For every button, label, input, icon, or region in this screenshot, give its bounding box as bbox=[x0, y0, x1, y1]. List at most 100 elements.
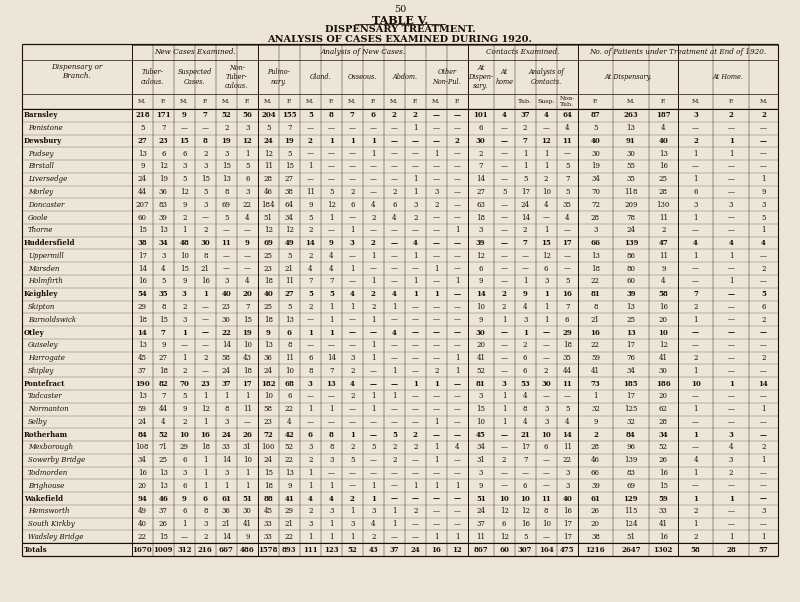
Text: 1: 1 bbox=[182, 226, 186, 234]
Text: 4: 4 bbox=[161, 418, 166, 426]
Text: —: — bbox=[223, 265, 230, 273]
Text: 1: 1 bbox=[544, 150, 549, 158]
Text: 2: 2 bbox=[350, 367, 354, 375]
Text: 27: 27 bbox=[138, 137, 147, 145]
Text: 2: 2 bbox=[434, 367, 438, 375]
Text: —: — bbox=[542, 469, 550, 477]
Text: —: — bbox=[349, 405, 356, 413]
Text: 2: 2 bbox=[203, 150, 207, 158]
Text: 10: 10 bbox=[243, 456, 252, 464]
Text: —: — bbox=[728, 354, 734, 362]
Text: —: — bbox=[454, 303, 461, 311]
Text: 1: 1 bbox=[523, 150, 527, 158]
Text: 2: 2 bbox=[502, 303, 506, 311]
Text: 1: 1 bbox=[413, 188, 418, 196]
Text: —: — bbox=[760, 341, 767, 349]
Text: 26: 26 bbox=[159, 520, 168, 528]
Text: 1: 1 bbox=[371, 393, 375, 400]
Text: 59: 59 bbox=[591, 354, 600, 362]
Text: Birstall: Birstall bbox=[28, 163, 54, 170]
Text: 16: 16 bbox=[138, 469, 147, 477]
Text: —: — bbox=[328, 393, 335, 400]
Text: 41: 41 bbox=[285, 494, 294, 503]
Text: Non-
Tuber-
culous.: Non- Tuber- culous. bbox=[225, 63, 249, 90]
Text: 15: 15 bbox=[138, 226, 147, 234]
Text: 2: 2 bbox=[203, 354, 207, 362]
Text: —: — bbox=[391, 533, 398, 541]
Text: —: — bbox=[454, 163, 461, 170]
Text: —: — bbox=[501, 341, 508, 349]
Text: —: — bbox=[728, 265, 734, 273]
Text: —: — bbox=[542, 456, 550, 464]
Text: —: — bbox=[412, 533, 419, 541]
Text: 1: 1 bbox=[762, 226, 766, 234]
Text: —: — bbox=[412, 265, 419, 273]
Text: 185: 185 bbox=[624, 380, 638, 388]
Text: 9: 9 bbox=[182, 494, 186, 503]
Text: 5: 5 bbox=[245, 163, 250, 170]
Text: South Kirkby: South Kirkby bbox=[28, 520, 74, 528]
Text: 4: 4 bbox=[544, 111, 549, 119]
Text: —: — bbox=[501, 367, 508, 375]
Text: 1: 1 bbox=[693, 494, 698, 503]
Text: 5: 5 bbox=[371, 444, 375, 452]
Text: F.: F. bbox=[593, 99, 598, 104]
Text: 3: 3 bbox=[308, 444, 313, 452]
Text: Other
Non-Pul.: Other Non-Pul. bbox=[433, 68, 462, 85]
Text: M.: M. bbox=[432, 99, 441, 104]
Text: 12: 12 bbox=[476, 252, 486, 260]
Text: 13: 13 bbox=[626, 303, 635, 311]
Text: 28: 28 bbox=[659, 418, 668, 426]
Text: —: — bbox=[728, 303, 734, 311]
Text: —: — bbox=[370, 430, 377, 439]
Text: 15: 15 bbox=[476, 405, 486, 413]
Text: 23: 23 bbox=[264, 265, 273, 273]
Text: 164: 164 bbox=[539, 545, 554, 554]
Text: —: — bbox=[370, 163, 377, 170]
Text: 12: 12 bbox=[159, 163, 168, 170]
Text: 10: 10 bbox=[542, 188, 550, 196]
Text: 155: 155 bbox=[282, 111, 297, 119]
Text: —: — bbox=[760, 278, 767, 285]
Text: 2: 2 bbox=[523, 226, 527, 234]
Text: 12: 12 bbox=[327, 201, 336, 209]
Text: Skipton: Skipton bbox=[28, 303, 55, 311]
Text: 2: 2 bbox=[392, 444, 397, 452]
Text: 46: 46 bbox=[264, 188, 273, 196]
Text: 1: 1 bbox=[350, 507, 354, 515]
Text: —: — bbox=[202, 329, 209, 337]
Text: 1: 1 bbox=[762, 175, 766, 183]
Text: —: — bbox=[223, 252, 230, 260]
Text: —: — bbox=[501, 278, 508, 285]
Text: 66: 66 bbox=[590, 239, 601, 247]
Text: —: — bbox=[370, 418, 377, 426]
Text: 91: 91 bbox=[626, 137, 636, 145]
Text: 1: 1 bbox=[544, 315, 549, 324]
Text: 13: 13 bbox=[222, 175, 230, 183]
Text: 7: 7 bbox=[522, 137, 528, 145]
Text: —: — bbox=[391, 137, 398, 145]
Text: 5: 5 bbox=[308, 111, 313, 119]
Text: 8: 8 bbox=[203, 507, 207, 515]
Text: —: — bbox=[522, 265, 529, 273]
Text: 23: 23 bbox=[158, 137, 168, 145]
Text: Barnsley: Barnsley bbox=[24, 111, 58, 119]
Text: —: — bbox=[391, 469, 398, 477]
Text: 25: 25 bbox=[159, 456, 168, 464]
Text: Contacts Examined.: Contacts Examined. bbox=[486, 48, 559, 56]
Text: 3: 3 bbox=[224, 418, 229, 426]
Text: —: — bbox=[728, 290, 734, 298]
Text: Tuber-
culous.: Tuber- culous. bbox=[141, 68, 165, 85]
Text: 11: 11 bbox=[562, 137, 572, 145]
Text: —: — bbox=[454, 494, 461, 503]
Text: —: — bbox=[307, 124, 314, 132]
Text: —: — bbox=[454, 265, 461, 273]
Text: 115: 115 bbox=[624, 507, 638, 515]
Text: 13: 13 bbox=[659, 150, 668, 158]
Text: 6: 6 bbox=[371, 111, 376, 119]
Text: —: — bbox=[391, 482, 398, 490]
Text: 12: 12 bbox=[542, 137, 551, 145]
Text: 13: 13 bbox=[285, 315, 294, 324]
Text: 2: 2 bbox=[523, 124, 527, 132]
Text: —: — bbox=[181, 124, 188, 132]
